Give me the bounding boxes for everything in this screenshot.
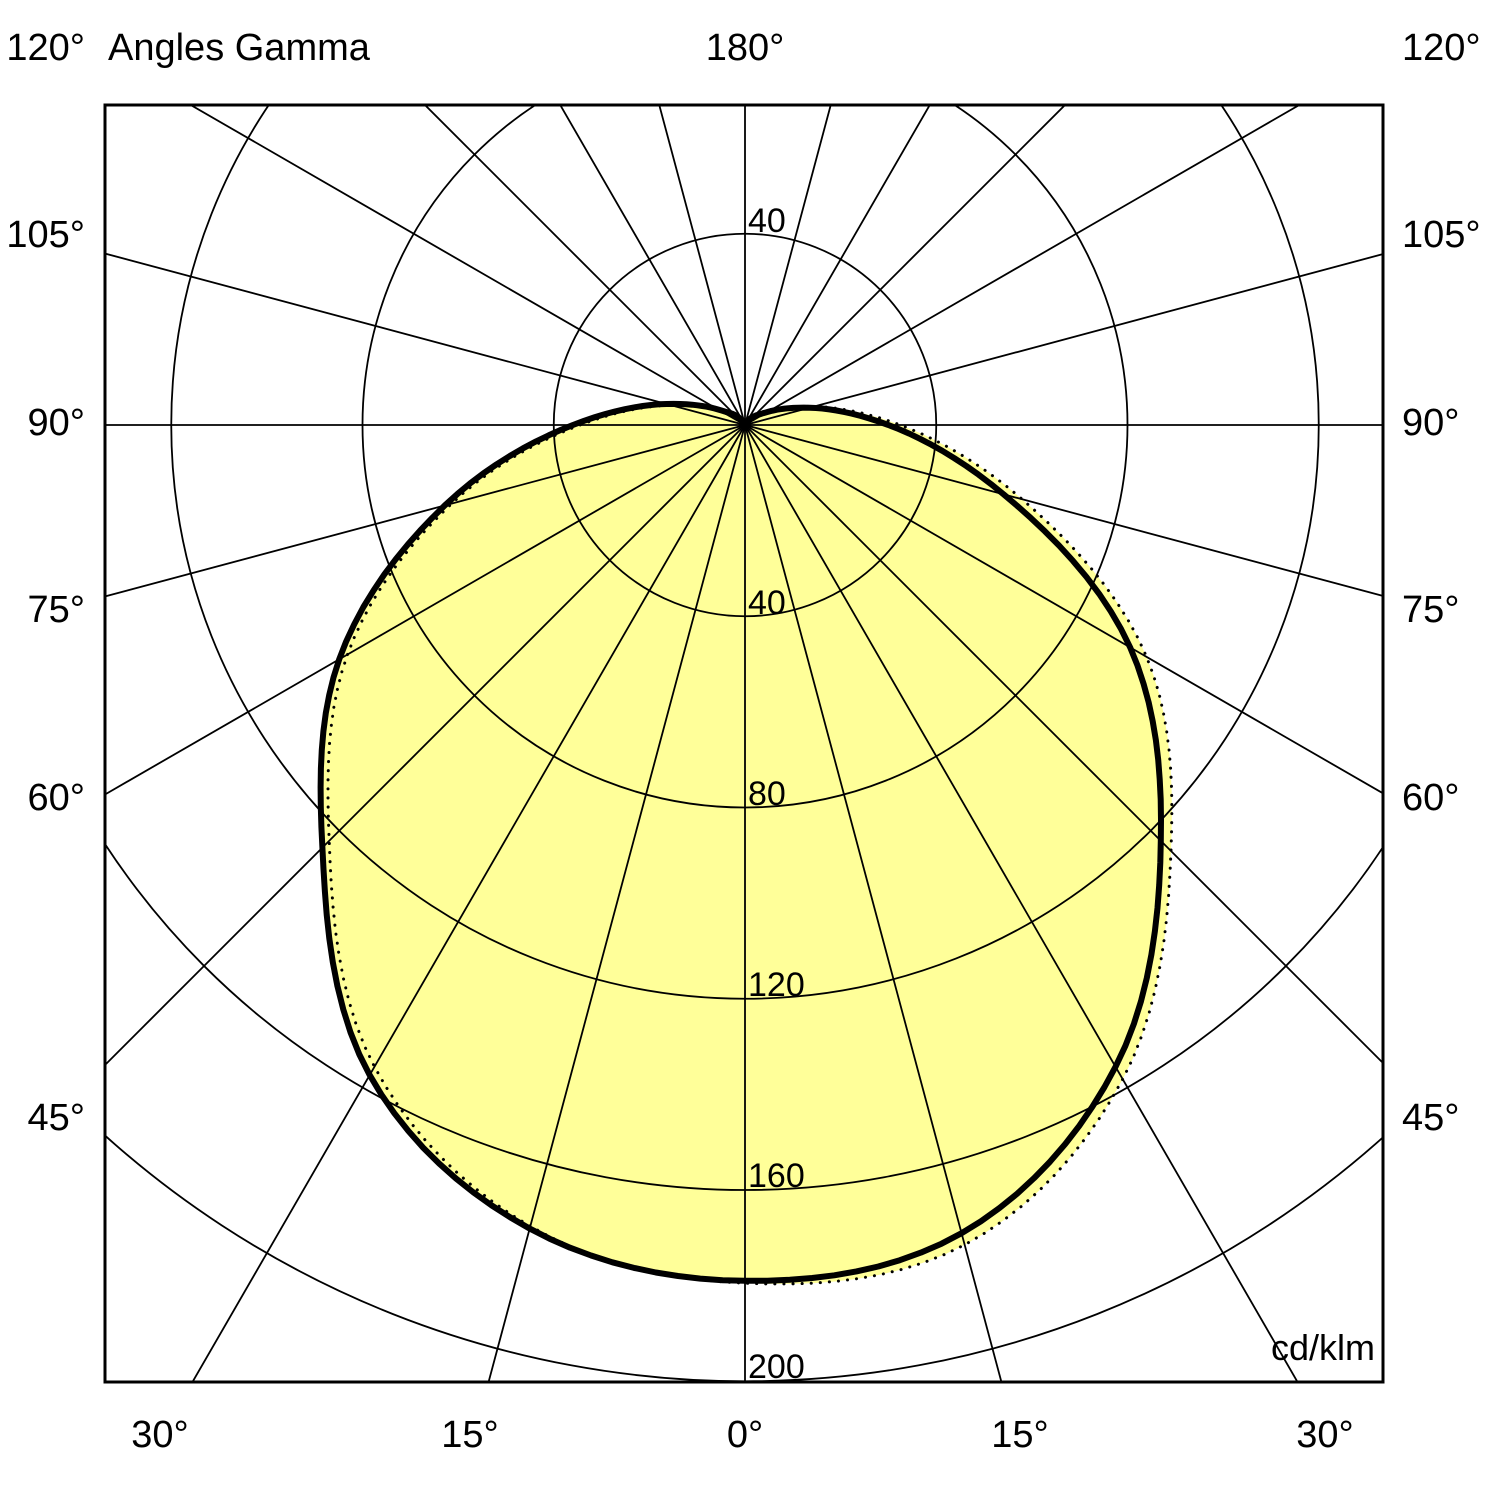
- gamma-label-left-45: 45°: [27, 1097, 85, 1139]
- grid-ray-210: [559, 105, 746, 426]
- grid-ray-195: [658, 105, 746, 426]
- grid-ray-30: [744, 424, 1299, 1382]
- grid-ray-255: [105, 252, 746, 426]
- grid-ray-60: [744, 424, 1383, 795]
- grid-ray-135: [744, 105, 1067, 426]
- gamma-label-left-120: 120°: [6, 27, 85, 69]
- grid-ray-75: [744, 424, 1383, 597]
- gamma-label-right-90: 90°: [1402, 402, 1460, 444]
- grid-ray-240: [188, 105, 746, 426]
- gamma-label-top-180: 180°: [705, 27, 785, 69]
- grid-ray-150: [744, 105, 931, 426]
- ring-label-40-top: 40: [748, 202, 786, 240]
- gamma-label-right-45: 45°: [1402, 1097, 1460, 1139]
- gamma-label-left-90: 90°: [27, 402, 85, 444]
- grid-ray-165: [744, 105, 832, 426]
- grid-ray-105: [744, 253, 1383, 426]
- intensity-curve-solid: [317, 400, 1164, 1284]
- intensity-fill-1: [328, 405, 1172, 1284]
- grid-ray-300: [105, 424, 746, 796]
- ring-label-160: 160: [748, 1157, 805, 1195]
- chart-title: Angles Gamma: [108, 27, 370, 69]
- grid-ray-45: [744, 424, 1383, 1065]
- ring-label-40-bottom: 40: [748, 584, 786, 622]
- ring-label-200: 200: [748, 1348, 805, 1386]
- grid-ray-225: [423, 105, 746, 426]
- gamma-label-bottom-0: 0°: [726, 1414, 764, 1456]
- grid-ray-285: [105, 424, 746, 598]
- gamma-label-left-105: 105°: [6, 214, 85, 256]
- grid-ray-315: [105, 424, 746, 1067]
- gamma-label-bottom-30R: 30°: [1296, 1414, 1354, 1456]
- grid-ray-345: [487, 424, 746, 1382]
- ring-label-120: 120: [748, 966, 805, 1004]
- gamma-label-right-60: 60°: [1402, 777, 1460, 819]
- gamma-label-right-120: 120°: [1402, 27, 1481, 69]
- gamma-label-left-60: 60°: [27, 777, 85, 819]
- gamma-label-bottom-15R: 15°: [991, 1414, 1049, 1456]
- gamma-label-left-75: 75°: [27, 589, 85, 631]
- unit-label: cd/klm: [1270, 1327, 1375, 1368]
- grid-ray-120: [744, 105, 1302, 426]
- ring-label-80: 80: [748, 775, 786, 813]
- gamma-label-right-105: 105°: [1402, 214, 1481, 256]
- plot-frame: [103, 103, 1385, 1384]
- gamma-label-right-75: 75°: [1402, 589, 1460, 631]
- gamma-label-bottom-30L: 30°: [131, 1414, 189, 1456]
- gamma-label-bottom-15L: 15°: [441, 1414, 499, 1456]
- grid-ray-15: [744, 424, 1003, 1382]
